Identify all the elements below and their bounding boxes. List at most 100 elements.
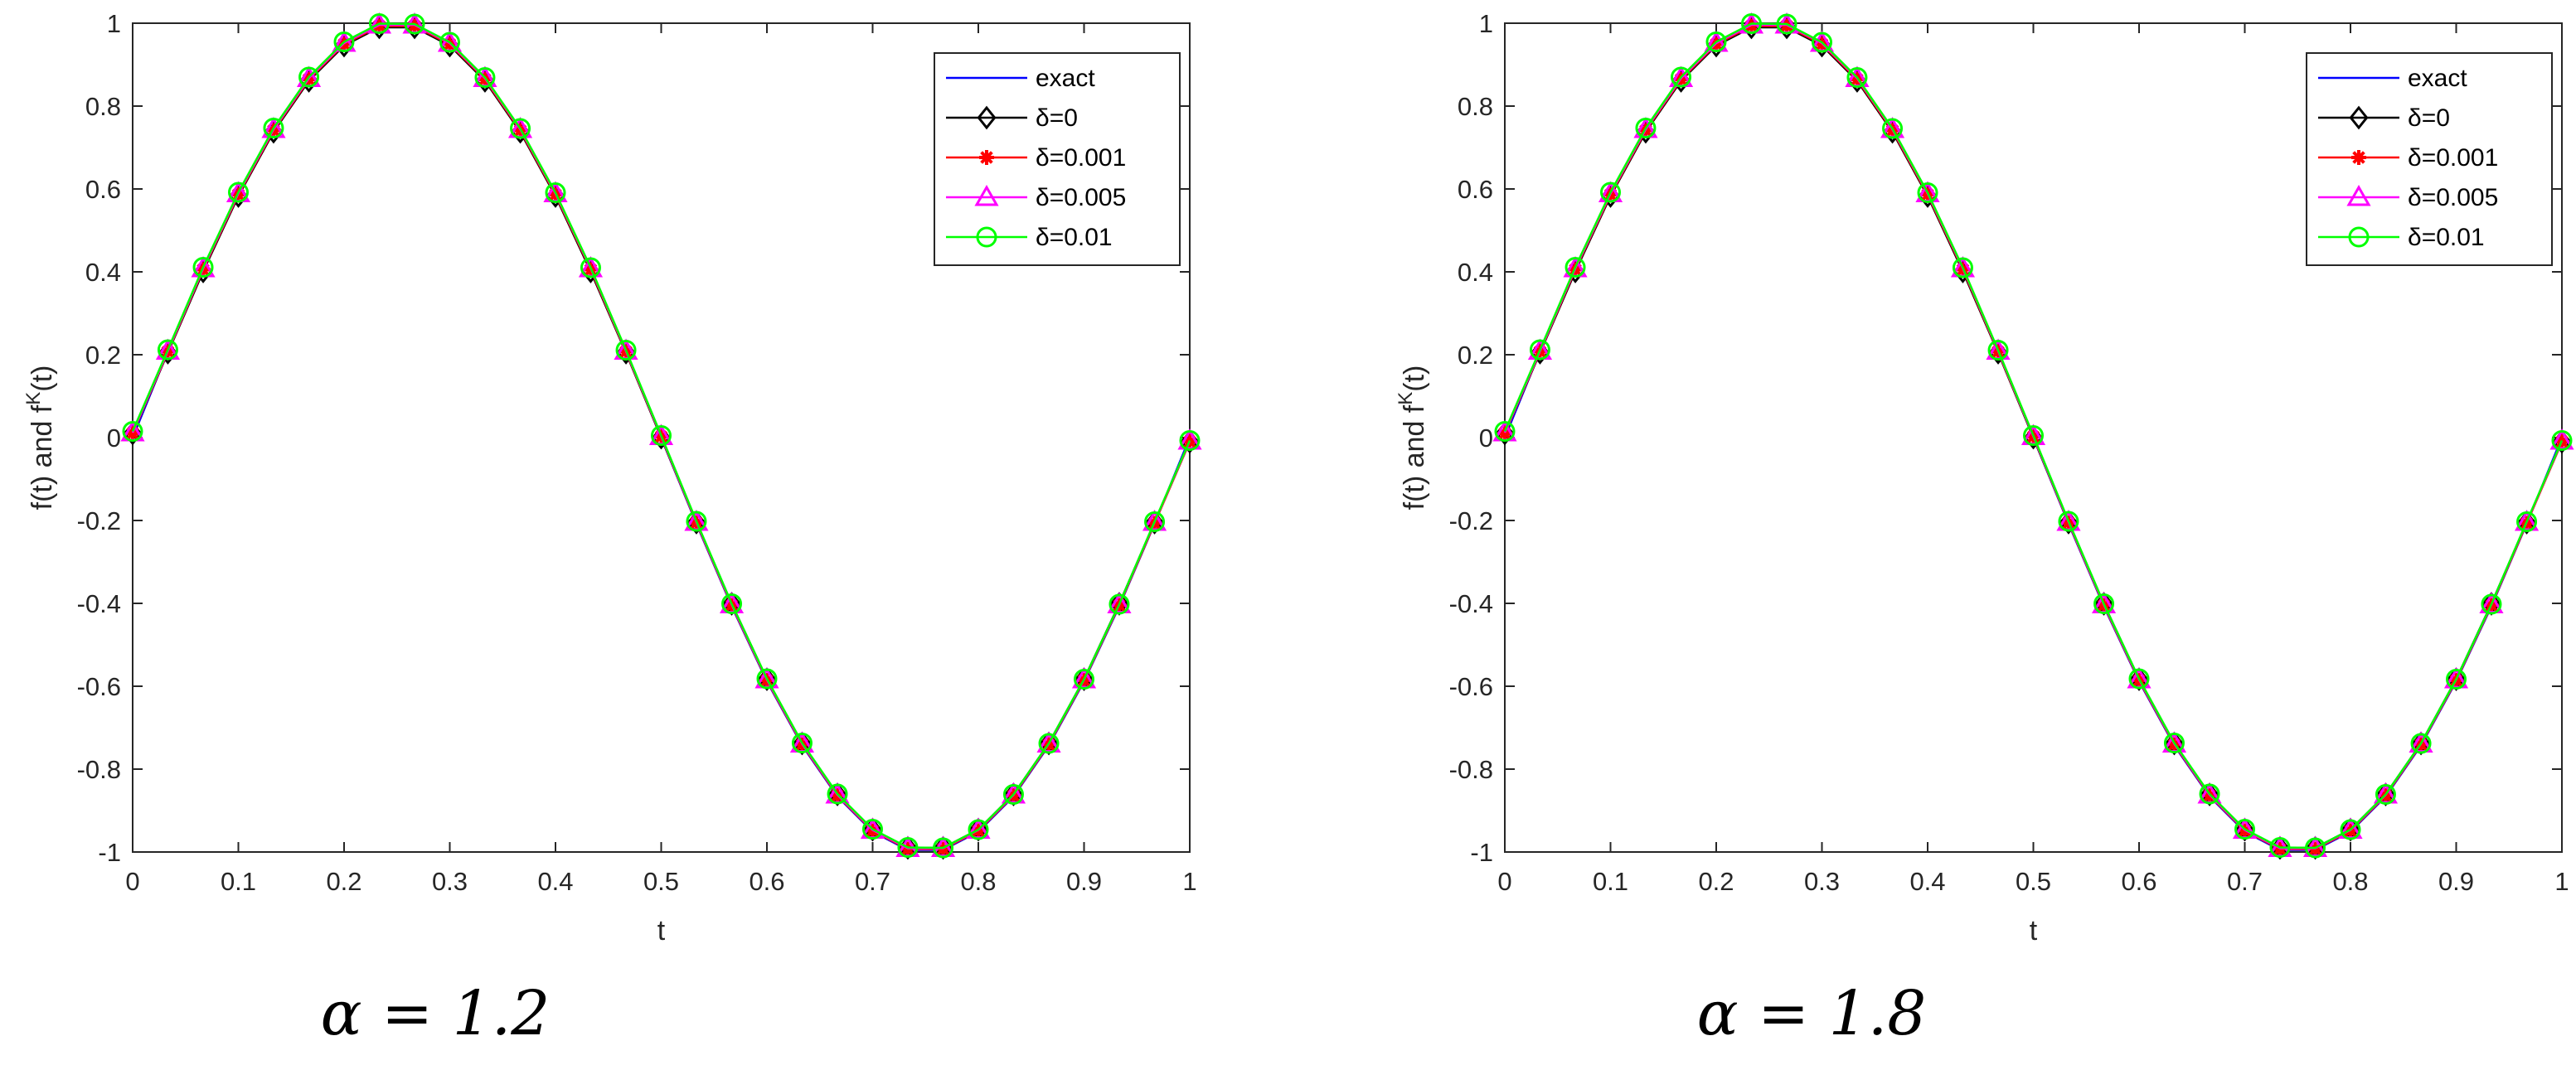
data-point	[474, 67, 496, 88]
legend-item: δ=0.001	[946, 144, 1126, 172]
data-point	[2023, 425, 2044, 446]
data-point	[2446, 669, 2467, 690]
x-tick-label: 0.1	[221, 867, 256, 896]
y-tick-label: -0.6	[1449, 672, 1493, 701]
x-tick-label: 0.5	[643, 867, 679, 896]
data-point	[756, 668, 778, 690]
data-point	[1565, 257, 1586, 278]
chart-panel-1: 0 0.1 0.2 0.3 0.4 0.5 0.6 0.7 0.8 0.9 1 -1 -0.8 -0.6 -…	[22, 9, 1202, 946]
y-tick-label: 0.8	[1458, 92, 1493, 121]
y-tick-label: -0.8	[1449, 755, 1493, 784]
y-axis-label-sup: K	[1395, 392, 1417, 405]
data-point	[686, 511, 707, 532]
x-tick-label: 0.6	[2121, 867, 2156, 896]
data-point	[827, 783, 848, 805]
data-point	[2163, 733, 2185, 753]
legend-item: δ=0.005	[2318, 184, 2498, 211]
x-tick-label: 0.4	[537, 867, 573, 896]
data-point	[791, 733, 813, 753]
data-point	[580, 257, 601, 278]
x-tick-label: 0.3	[1804, 867, 1840, 896]
legend-marker	[2346, 184, 2371, 206]
legend-label: exact	[1036, 65, 1095, 92]
data-point	[2481, 593, 2502, 615]
data-point	[439, 31, 460, 53]
legend-marker	[2349, 105, 2369, 130]
data-point	[2128, 668, 2150, 690]
y-tick-label: 0.2	[85, 341, 121, 370]
data-point	[933, 837, 954, 859]
data-point	[1882, 118, 1904, 139]
data-point	[510, 118, 531, 139]
legend-item: δ=0	[2318, 104, 2450, 132]
legend-item: δ=0.001	[2318, 144, 2498, 172]
legend-item: exact	[946, 65, 1095, 92]
x-tick-label: 0.5	[2016, 867, 2051, 896]
legend-box	[934, 52, 1181, 266]
x-tick-label: 0.2	[1698, 867, 1734, 896]
data-point	[1074, 669, 1094, 690]
data-point	[404, 13, 425, 35]
data-point	[1144, 511, 1166, 532]
data-point	[2410, 733, 2432, 754]
data-point	[2305, 837, 2326, 859]
series-line	[1503, 22, 2564, 850]
data-point	[1671, 66, 1692, 88]
series-δ=0.01	[1494, 13, 2573, 859]
legend-marker	[979, 150, 994, 165]
data-point	[1952, 257, 1973, 278]
y-tick-label: -0.4	[1449, 589, 1493, 618]
x-tick-label: 0	[125, 867, 139, 896]
data-point	[371, 18, 387, 34]
y-axis-label-main: f(t) and f	[27, 404, 58, 510]
data-point	[2551, 430, 2573, 451]
data-point	[1179, 430, 1201, 451]
y-axis-label-sup: K	[22, 392, 45, 405]
legend-item: δ=0.005	[946, 184, 1126, 211]
data-point	[298, 66, 320, 88]
x-tick-label: 0.9	[1066, 867, 1102, 896]
legend: exact δ=0 δ=0.001 δ=0.005 δ=0.01	[2306, 52, 2553, 266]
legend-label: δ=0	[2408, 104, 2450, 132]
legend-label: exact	[2408, 65, 2467, 92]
data-point	[1917, 182, 1938, 203]
data-point	[1812, 31, 1832, 53]
y-tick-label: -0.8	[77, 755, 121, 784]
data-point	[651, 425, 672, 446]
y-tick-label: 0.6	[85, 175, 121, 204]
data-point	[1002, 784, 1024, 805]
data-point	[1779, 18, 1795, 34]
legend-item: δ=0.01	[946, 224, 1113, 251]
data-point	[2375, 784, 2396, 805]
data-point	[1038, 733, 1060, 754]
x-tick-label: 0.1	[1593, 867, 1628, 896]
data-point	[2093, 593, 2115, 614]
y-tick-label: -0.2	[1449, 506, 1493, 535]
legend-marker	[2351, 150, 2366, 165]
legend-label: δ=0.005	[2408, 184, 2498, 211]
data-point	[2269, 837, 2291, 858]
x-tick-label: 0.8	[2332, 867, 2368, 896]
data-point	[1705, 31, 1727, 52]
data-point	[968, 819, 989, 840]
x-tick-label: 0.8	[960, 867, 996, 896]
y-tick-label: 0	[1479, 424, 1493, 453]
data-point	[407, 18, 423, 34]
legend-marker	[2348, 226, 2370, 248]
data-point	[157, 339, 178, 361]
x-tick-label: 0	[1497, 867, 1511, 896]
data-point	[1109, 593, 1130, 615]
y-tick-label: -0.6	[77, 672, 121, 701]
y-axis-label-tail: (t)	[1399, 365, 1430, 392]
legend: exact δ=0 δ=0.001 δ=0.005 δ=0.01	[934, 52, 1181, 266]
y-tick-label: 0	[107, 424, 121, 453]
legend-marker	[976, 226, 997, 248]
data-point	[721, 593, 743, 614]
y-axis-label: f(t) and fK(t)	[1395, 365, 1430, 511]
legend-label: δ=0.01	[1036, 224, 1113, 251]
data-point	[1494, 421, 1516, 442]
data-point	[125, 426, 140, 441]
y-tick-label: 0.2	[1458, 341, 1493, 370]
legend-item: δ=0	[946, 104, 1078, 132]
data-point	[1497, 426, 1512, 441]
